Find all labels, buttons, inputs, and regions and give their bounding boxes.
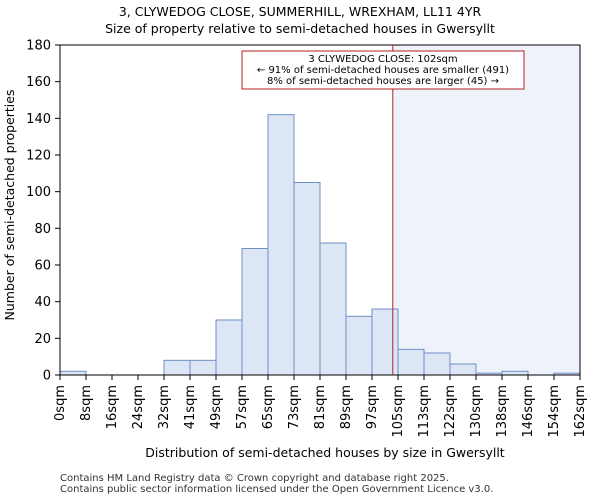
y-tick-label-100: 100 xyxy=(26,185,51,200)
x-tick-label-130sqm: 130sqm xyxy=(469,385,484,438)
x-tick-label-97sqm: 97sqm xyxy=(365,385,380,429)
x-tick-label-41sqm: 41sqm xyxy=(183,385,198,429)
highlight-region xyxy=(392,45,580,375)
y-tick-label-20: 20 xyxy=(34,332,51,347)
x-tick-label-89sqm: 89sqm xyxy=(339,385,354,429)
bar-105sqm xyxy=(397,348,425,376)
bar-113sqm xyxy=(423,352,451,376)
y-tick-label-60: 60 xyxy=(34,259,51,274)
bar-32sqm xyxy=(163,359,191,376)
bar-97sqm xyxy=(371,308,399,376)
chart-title-line2: Size of property relative to semi-detach… xyxy=(105,21,495,36)
y-tick-label-80: 80 xyxy=(34,222,51,237)
x-tick-label-113sqm: 113sqm xyxy=(417,385,432,438)
x-tick-label-138sqm: 138sqm xyxy=(495,385,510,438)
y-tick-label-160: 160 xyxy=(26,75,51,90)
y-axis-label: Number of semi-detached properties xyxy=(2,90,17,321)
annotation-box xyxy=(241,50,525,90)
annotation-line2: ← 91% of semi-detached houses are smalle… xyxy=(257,65,509,76)
x-tick-label-154sqm: 154sqm xyxy=(547,385,562,438)
x-tick-label-0sqm: 0sqm xyxy=(53,385,68,421)
y-tick-label-180: 180 xyxy=(26,39,51,54)
bar-122sqm xyxy=(449,363,477,376)
bar-73sqm xyxy=(293,182,321,376)
x-axis-label: Distribution of semi-detached houses by … xyxy=(145,445,505,460)
x-tick-label-65sqm: 65sqm xyxy=(261,385,276,429)
bar-65sqm xyxy=(267,114,295,376)
bar-49sqm xyxy=(215,319,243,376)
bar-41sqm xyxy=(189,359,217,376)
x-tick-label-16sqm: 16sqm xyxy=(105,385,120,429)
x-tick-label-8sqm: 8sqm xyxy=(79,385,94,421)
footer-line2: Contains public sector information licen… xyxy=(60,484,494,495)
y-tick-label-140: 140 xyxy=(26,112,51,127)
y-tick-label-120: 120 xyxy=(26,149,51,164)
bar-89sqm xyxy=(345,315,373,376)
y-tick-label-40: 40 xyxy=(34,295,51,310)
x-tick-label-24sqm: 24sqm xyxy=(131,385,146,429)
annotation-line3: 8% of semi-detached houses are larger (4… xyxy=(267,76,499,87)
x-tick-label-122sqm: 122sqm xyxy=(443,385,458,438)
chart-title-line1: 3, CLYWEDOG CLOSE, SUMMERHILL, WREXHAM, … xyxy=(118,4,482,19)
x-tick-label-105sqm: 105sqm xyxy=(391,385,406,438)
x-tick-label-57sqm: 57sqm xyxy=(235,385,250,429)
x-tick-label-81sqm: 81sqm xyxy=(313,385,328,429)
x-tick-label-49sqm: 49sqm xyxy=(209,385,224,429)
bar-81sqm xyxy=(319,242,347,376)
x-tick-label-73sqm: 73sqm xyxy=(287,385,302,429)
bar-57sqm xyxy=(241,248,269,376)
y-tick-label-0: 0 xyxy=(43,369,51,384)
x-tick-label-162sqm: 162sqm xyxy=(573,385,588,438)
bar-138sqm xyxy=(501,370,529,376)
annotation-line1: 3 CLYWEDOG CLOSE: 102sqm xyxy=(308,54,457,65)
bar-0sqm xyxy=(59,370,87,376)
x-tick-label-32sqm: 32sqm xyxy=(157,385,172,429)
x-tick-label-146sqm: 146sqm xyxy=(521,385,536,438)
footer-line1: Contains HM Land Registry data © Crown c… xyxy=(60,473,449,484)
